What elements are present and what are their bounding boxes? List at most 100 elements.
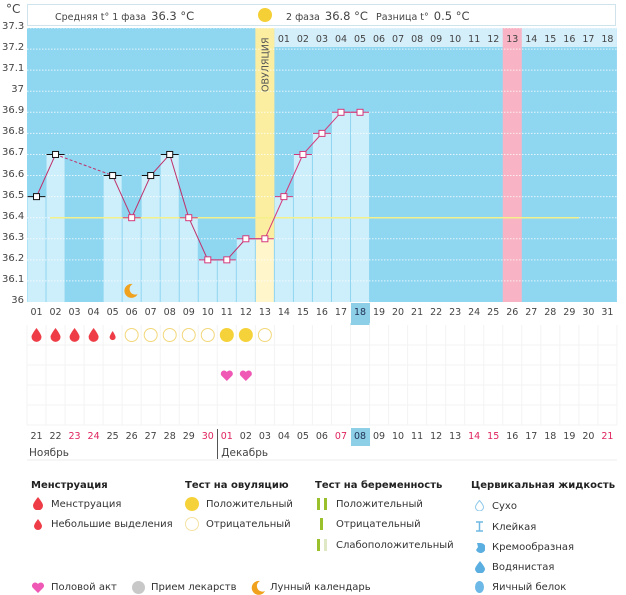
cycle-day-label[interactable]: 15: [296, 307, 309, 318]
date-label[interactable]: 27: [144, 431, 157, 442]
date-label[interactable]: 12: [430, 431, 443, 442]
date-label[interactable]: 09: [372, 431, 386, 442]
date-label[interactable]: 30: [201, 431, 214, 442]
date-label[interactable]: 16: [506, 431, 519, 442]
date-label[interactable]: 05: [296, 431, 309, 442]
date-label[interactable]: 13: [449, 431, 462, 442]
cycle-day-label[interactable]: 06: [125, 307, 138, 318]
date-label[interactable]: 18: [544, 431, 557, 442]
date-label[interactable]: 11: [411, 431, 424, 442]
cycle-day-label[interactable]: 17: [334, 307, 348, 318]
cycle-day-label[interactable]: 16: [315, 307, 328, 318]
y-tick-label: 37.2: [2, 42, 25, 54]
date-label[interactable]: 26: [125, 431, 138, 442]
date-label[interactable]: 08: [350, 428, 370, 446]
ovulation-test-positive-icon: [185, 497, 199, 511]
cycle-day-label[interactable]: 30: [582, 307, 595, 318]
date-label[interactable]: 15: [487, 431, 500, 442]
y-axis-unit: °C: [6, 2, 21, 16]
cycle-day-label[interactable]: 14: [277, 307, 290, 318]
cycle-day-label[interactable]: 12: [239, 307, 252, 318]
dpo-label: 17: [582, 34, 594, 45]
temperature-point: [242, 235, 250, 243]
cycle-day-label[interactable]: 03: [68, 307, 81, 318]
diff-label: Разница t°: [376, 12, 429, 23]
cycle-day-label[interactable]: 09: [182, 307, 195, 318]
temperature-segment: [55, 153, 113, 177]
temperature-bar: [293, 154, 312, 302]
cycle-day-label[interactable]: 08: [163, 307, 176, 318]
intercourse-heart-icon: [220, 370, 233, 381]
temperature-point: [166, 150, 174, 158]
date-label[interactable]: 21: [601, 431, 614, 442]
legend-medication: Прием лекарств: [151, 582, 237, 593]
date-label[interactable]: 22: [49, 431, 62, 442]
spotting-drop-icon: [109, 331, 116, 341]
cycle-day-label[interactable]: 23: [449, 307, 462, 318]
date-label[interactable]: 21: [30, 431, 43, 442]
date-label[interactable]: 06: [315, 431, 328, 442]
medication-pill-icon: [132, 581, 145, 594]
cycle-day-label[interactable]: 11: [220, 307, 233, 318]
date-label[interactable]: 17: [525, 431, 538, 442]
date-label[interactable]: 14: [468, 431, 481, 442]
cycle-day-label[interactable]: 02: [49, 307, 62, 318]
cycle-day-label[interactable]: 13: [258, 307, 271, 318]
menstruation-drop-icon: [31, 328, 42, 342]
ovulation-test-negative-icon: [124, 328, 139, 342]
ovulation-test-negative-icon: [143, 328, 158, 342]
temperature-bar: [255, 238, 274, 302]
temperature-point: [261, 235, 269, 243]
temperature-bar: [236, 238, 255, 302]
cycle-day-label[interactable]: 20: [392, 307, 405, 318]
date-label[interactable]: 24: [87, 431, 100, 442]
date-label[interactable]: 10: [392, 431, 405, 442]
dpo-row-background: [274, 28, 617, 47]
diff-value: 0.5 °C: [433, 9, 470, 23]
cycle-day-label[interactable]: 07: [144, 307, 157, 318]
date-label[interactable]: 04: [277, 431, 290, 442]
cycle-day-label[interactable]: 26: [506, 307, 519, 318]
temperature-segment: [131, 175, 152, 218]
cycle-day-label[interactable]: 25: [487, 307, 500, 318]
temperature-segment: [302, 133, 323, 155]
date-label[interactable]: 29: [182, 431, 195, 442]
date-label[interactable]: 02: [239, 431, 252, 442]
temperature-bar: [217, 259, 236, 302]
cycle-day-label[interactable]: 18: [350, 303, 370, 323]
date-label[interactable]: 28: [163, 431, 176, 442]
cycle-day-label[interactable]: 24: [468, 307, 481, 318]
temperature-segment: [283, 154, 304, 197]
cycle-day-label[interactable]: 19: [372, 307, 386, 318]
dpo-label: 15: [544, 34, 556, 45]
dpo-label: 01: [278, 34, 290, 45]
dpo-label: 06: [373, 34, 385, 45]
date-label[interactable]: 07: [334, 431, 348, 442]
cycle-day-label[interactable]: 31: [601, 307, 614, 318]
date-label[interactable]: 03: [258, 431, 271, 442]
legend-lunar: Лунный календарь: [270, 582, 371, 593]
cycle-day-label[interactable]: 04: [87, 307, 100, 318]
cycle-day-label[interactable]: 10: [201, 307, 214, 318]
date-label[interactable]: 25: [106, 431, 119, 442]
ovulation-test-positive-icon: [219, 328, 234, 342]
temperature-point: [356, 108, 364, 116]
cf-sticky-icon: [476, 521, 483, 532]
temperature-segment: [264, 196, 285, 239]
temperature-point: [299, 150, 307, 158]
cycle-day-label[interactable]: 22: [430, 307, 443, 318]
cycle-day-label[interactable]: 21: [411, 307, 424, 318]
legend-pregnancy-negative: Отрицательный: [336, 519, 421, 530]
phase-summary-header: Средняя t° 1 фаза 36.3 °C 2 фаза 36.8 °C Р…: [27, 4, 616, 26]
cycle-day-label[interactable]: 27: [525, 307, 538, 318]
date-label[interactable]: 23: [68, 431, 81, 442]
cycle-day-label[interactable]: 01: [30, 307, 43, 318]
date-label[interactable]: 19: [563, 431, 576, 442]
date-label[interactable]: 01: [220, 431, 233, 442]
date-label[interactable]: 20: [582, 431, 595, 442]
cycle-day-label[interactable]: 29: [563, 307, 576, 318]
ovulation-test-negative-icon: [200, 328, 215, 342]
menstruation-drop-icon: [69, 328, 80, 342]
cycle-day-label[interactable]: 05: [106, 307, 119, 318]
cycle-day-label[interactable]: 28: [544, 307, 557, 318]
